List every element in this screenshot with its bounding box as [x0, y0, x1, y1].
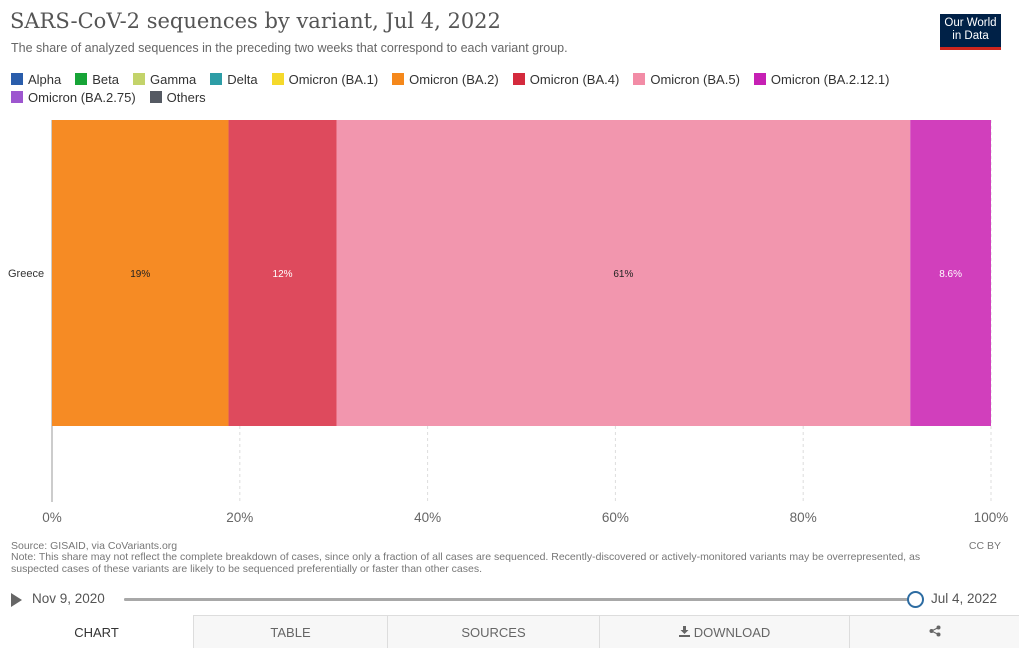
- bar-value-label: 19%: [130, 269, 150, 280]
- legend-swatch: [271, 73, 284, 85]
- category-label: Greece: [8, 268, 44, 280]
- legend-label: Omicron (BA.1): [288, 71, 379, 87]
- legend-swatch: [11, 91, 23, 103]
- legend-item-gamma[interactable]: Gamma: [133, 71, 197, 87]
- tab-share[interactable]: [849, 615, 1019, 648]
- legend-label: Omicron (BA.2): [409, 71, 499, 87]
- tab-label: Download: [693, 625, 771, 640]
- legend-swatch: [392, 73, 405, 85]
- bar-segment: [228, 120, 337, 426]
- legend-item-omicron-ba2121[interactable]: Omicron (BA.2.12.1): [753, 71, 890, 87]
- legend: Alpha Beta Gamma Delta Omicron (BA.1) Om…: [11, 71, 911, 105]
- legend-label: Omicron (BA.2.12.1): [770, 71, 890, 87]
- source-text[interactable]: Source: GISAID, via CoVariants.org: [11, 540, 178, 552]
- legend-label: Beta: [92, 71, 119, 87]
- chart-title: SARS-CoV-2 sequences by variant, Jul 4, …: [10, 9, 501, 33]
- legend-swatch: [633, 73, 646, 85]
- x-tick-label: 60%: [602, 510, 629, 525]
- legend-item-omicron-ba275[interactable]: Omicron (BA.2.75): [11, 89, 136, 105]
- timeline-handle[interactable]: [907, 591, 924, 608]
- legend-swatch: [753, 73, 766, 85]
- tab-download[interactable]: Download: [599, 615, 849, 648]
- bar-segment: [910, 120, 991, 426]
- legend-item-delta[interactable]: Delta: [210, 71, 258, 87]
- legend-item-beta[interactable]: Beta: [75, 71, 119, 87]
- x-tick-label: 0%: [42, 510, 62, 525]
- legend-label: Alpha: [28, 71, 62, 87]
- legend-item-omicron-ba4[interactable]: Omicron (BA.4): [512, 71, 620, 87]
- x-tick-label: 20%: [226, 510, 253, 525]
- tab-sources[interactable]: Sources: [387, 615, 599, 648]
- tab-chart[interactable]: Chart: [0, 615, 193, 648]
- timeline-track[interactable]: [124, 598, 915, 601]
- stacked-bar-chart: 0% 20% 40% 60% 80% 100% Greece 19% 12% 61% 8.6%: [8, 120, 1009, 525]
- tab-table[interactable]: Table: [193, 615, 387, 648]
- legend-item-omicron-ba2[interactable]: Omicron (BA.2): [392, 71, 499, 87]
- legend-item-alpha[interactable]: Alpha: [11, 71, 62, 87]
- x-tick-label: 80%: [790, 510, 817, 525]
- timeline: Nov 9, 2020 Jul 4, 2022: [0, 586, 1019, 614]
- legend-swatch: [11, 73, 23, 85]
- tab-label: Chart: [74, 625, 119, 640]
- legend-label: Omicron (BA.2.75): [28, 89, 136, 105]
- timeline-start-label[interactable]: Nov 9, 2020: [32, 591, 105, 606]
- legend-label: Gamma: [150, 71, 197, 87]
- legend-item-others[interactable]: Others: [149, 89, 206, 105]
- legend-item-omicron-ba1[interactable]: Omicron (BA.1): [271, 71, 379, 87]
- legend-swatch: [133, 73, 145, 85]
- bar-segment: [52, 120, 229, 426]
- timeline-track-fill: [124, 598, 915, 601]
- legend-swatch: [512, 73, 525, 85]
- legend-label: Omicron (BA.4): [529, 71, 620, 87]
- legend-item-omicron-ba5[interactable]: Omicron (BA.5): [633, 71, 740, 87]
- legend-label: Delta: [227, 71, 258, 87]
- legend-label: Omicron (BA.5): [650, 71, 740, 87]
- legend-label: Others: [166, 89, 206, 105]
- logo-line-1: Our World: [944, 17, 997, 29]
- note-text: Note: This share may not reflect the com…: [11, 551, 921, 575]
- legend-swatch: [210, 73, 223, 85]
- license-link[interactable]: CC BY: [968, 540, 1001, 552]
- chart-subtitle: The share of analyzed sequences in the p…: [11, 41, 568, 55]
- legend-swatch: [75, 73, 88, 85]
- x-tick-label: 40%: [414, 510, 441, 525]
- bar-value-label: 12%: [273, 269, 293, 280]
- legend-swatch: [149, 91, 162, 103]
- bar-value-label: 8.6%: [939, 269, 962, 280]
- tab-label: Table: [270, 625, 311, 640]
- download-icon: [678, 616, 690, 649]
- timeline-end-label[interactable]: Jul 4, 2022: [931, 591, 998, 606]
- x-tick-label: 100%: [974, 510, 1009, 525]
- logo-line-2: in Data: [952, 29, 989, 42]
- tab-label: Sources: [461, 625, 526, 640]
- share-icon: [929, 625, 941, 640]
- owid-logo[interactable]: Our World in Data: [940, 14, 1001, 50]
- play-icon[interactable]: [11, 593, 22, 607]
- bar-value-label: 61%: [613, 269, 633, 280]
- bar-segment: [336, 120, 911, 426]
- tab-bar: Chart Table Sources Download: [0, 615, 1019, 648]
